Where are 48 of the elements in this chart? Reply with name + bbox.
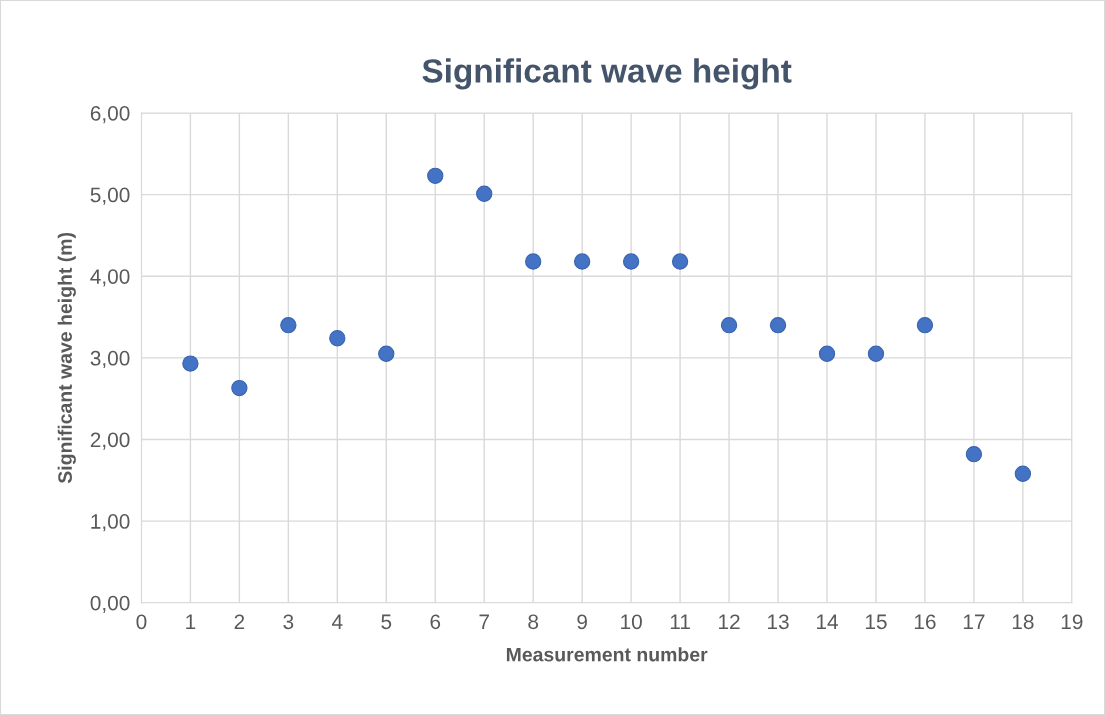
y-tick-label: 6,00 — [90, 105, 130, 124]
point — [525, 253, 542, 270]
y-tick-label: 0,00 — [90, 595, 130, 613]
y-axis-title: Significant wave height (m) — [57, 232, 76, 484]
x-tick-label: 3 — [283, 614, 294, 630]
point — [818, 345, 836, 362]
point — [1014, 465, 1032, 482]
point — [280, 317, 297, 334]
point — [231, 379, 248, 397]
chart-title: Significant wave height — [422, 58, 792, 90]
x-tick-label: 19 — [1061, 614, 1083, 630]
point — [476, 185, 493, 202]
x-tick-label: 6 — [430, 614, 441, 630]
point — [671, 253, 689, 270]
point — [182, 355, 199, 372]
point — [573, 253, 591, 270]
x-tick-label: 9 — [577, 614, 587, 630]
point — [720, 317, 738, 334]
x-tick-label: 15 — [865, 614, 887, 630]
x-tick-label: 4 — [332, 614, 343, 629]
x-tick-label: 2 — [234, 614, 245, 629]
x-tick-label: 18 — [1012, 614, 1034, 630]
x-tick-label: 14 — [817, 614, 838, 629]
x-axis-title: Measurement number — [506, 647, 708, 662]
point — [378, 345, 395, 362]
point — [916, 317, 934, 334]
x-tick-label: 5 — [381, 614, 392, 630]
x-tick-label: 8 — [528, 614, 539, 630]
x-tick-label: 17 — [963, 614, 985, 629]
x-tick-label: 1 — [186, 614, 196, 629]
point — [622, 253, 640, 270]
point — [769, 317, 787, 334]
x-tick-label: 13 — [768, 614, 789, 630]
y-tick-label: 1,00 — [91, 514, 130, 532]
point — [867, 345, 885, 362]
point — [329, 330, 346, 347]
x-tick-label: 12 — [719, 614, 740, 629]
y-tick-label: 3,00 — [90, 350, 130, 369]
point — [965, 446, 983, 463]
x-tick-label: 7 — [479, 614, 489, 629]
x-tick-label: 0 — [136, 614, 147, 630]
y-tick-label: 4,00 — [90, 269, 130, 287]
x-tick-label: 16 — [914, 614, 936, 630]
y-tick-label: 5,00 — [90, 187, 130, 205]
x-tick-label: 10 — [621, 614, 642, 630]
point — [427, 167, 444, 184]
x-tick-label: 11 — [670, 614, 690, 629]
y-tick-label: 2,00 — [90, 432, 130, 450]
